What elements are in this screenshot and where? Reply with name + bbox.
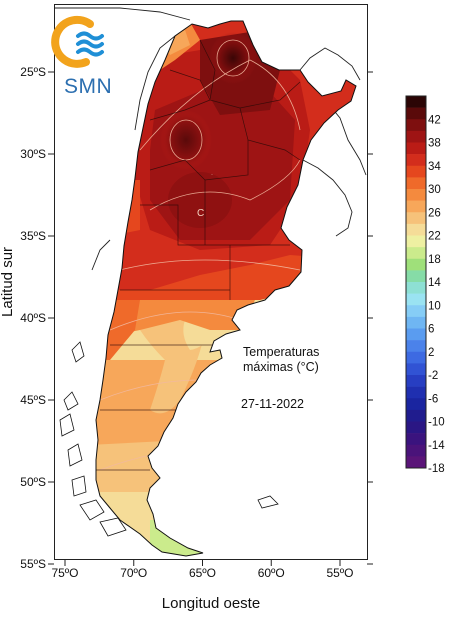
legend-swatch — [406, 247, 426, 260]
x-axis-title: Longitud oeste — [162, 595, 260, 612]
y-axis-title: Latitud sur — [0, 247, 16, 317]
legend-label: 14 — [428, 277, 441, 289]
x-tick-label: 65ºO — [189, 566, 216, 580]
legend-swatch — [406, 107, 426, 120]
legend-swatch — [406, 328, 426, 341]
legend-swatch — [406, 409, 426, 422]
hotspot-marker: C — [197, 208, 204, 219]
legend-label: 22 — [428, 231, 441, 243]
map-title-line2: máximas (°C) — [243, 360, 319, 374]
x-tick-label: 70ºO — [120, 566, 147, 580]
x-axis-ticks: 75ºO 70ºO 65ºO 60ºO 55ºO — [51, 560, 354, 580]
legend-swatch — [406, 340, 426, 353]
y-tick-label: 45ºS — [20, 393, 46, 407]
legend-label: 42 — [428, 114, 441, 126]
logo-waves-icon — [76, 31, 104, 57]
legend-swatch — [406, 421, 426, 434]
chile-coast-islands — [59, 341, 279, 537]
y-tick-label: 30ºS — [20, 147, 46, 161]
x-tick-label: 55ºO — [326, 566, 353, 580]
legend-swatch — [406, 142, 426, 155]
y-tick-label: 25ºS — [20, 65, 46, 79]
legend-swatch — [406, 177, 426, 190]
legend-swatch — [406, 293, 426, 306]
legend-swatch — [406, 456, 426, 469]
legend-swatch — [406, 223, 426, 236]
legend-label: 26 — [428, 207, 441, 219]
x-tick-label: 60ºO — [258, 566, 285, 580]
legend-label: 30 — [428, 184, 441, 196]
legend-label: -18 — [428, 463, 445, 475]
legend-swatch — [406, 386, 426, 399]
legend-swatch — [406, 270, 426, 283]
legend-swatch — [406, 165, 426, 178]
legend-swatch — [406, 154, 426, 167]
y-tick-label: 55ºS — [20, 557, 46, 571]
legend-swatch — [406, 305, 426, 318]
legend-swatch — [406, 96, 426, 108]
legend-swatch — [406, 200, 426, 213]
logo-ring-icon — [51, 15, 94, 68]
legend-swatch — [406, 316, 426, 329]
map-title-line1: Temperaturas — [243, 345, 319, 359]
legend-frame — [405, 95, 427, 469]
smn-logo: SMN — [51, 15, 112, 98]
legend-label: 34 — [428, 161, 441, 173]
legend-swatch — [406, 258, 426, 271]
y-tick-label: 40ºS — [20, 311, 46, 325]
legend-swatch — [406, 363, 426, 376]
legend-swatch — [406, 433, 426, 446]
legend-label: -14 — [428, 440, 445, 452]
legend-label: 10 — [428, 300, 441, 312]
legend-label: -6 — [428, 393, 438, 405]
hotspot-marker: · — [211, 172, 213, 178]
legend-swatch — [406, 398, 426, 411]
legend-label: 2 — [428, 347, 434, 359]
logo-text: SMN — [64, 75, 112, 98]
legend-swatch — [406, 130, 426, 143]
legend-label: 6 — [428, 324, 434, 336]
y-tick-label: 50ºS — [20, 475, 46, 489]
legend-label: -10 — [428, 417, 445, 429]
temperature-legend: 42 38 34 30 26 22 18 14 10 6 2 -2 -6 -10 -14 -18 — [405, 95, 445, 475]
legend-swatch — [406, 235, 426, 248]
y-axis-ticks: 25ºS 30ºS 35ºS 40ºS 45ºS 50ºS 55ºS — [20, 65, 373, 571]
legend-swatch — [406, 444, 426, 457]
province-borders — [96, 39, 301, 471]
legend-swatch — [406, 212, 426, 225]
legend-swatch — [406, 351, 426, 364]
legend-swatch — [406, 282, 426, 294]
legend-label: -2 — [428, 370, 438, 382]
y-tick-label: 35ºS — [20, 229, 46, 243]
map-date: 27-11-2022 — [241, 397, 304, 411]
legend-swatch — [406, 189, 426, 201]
legend-swatch — [406, 375, 426, 387]
x-tick-label: 75ºO — [51, 566, 78, 580]
legend-label: 38 — [428, 138, 441, 150]
legend-swatch — [406, 119, 426, 132]
legend-label: 18 — [428, 254, 441, 266]
